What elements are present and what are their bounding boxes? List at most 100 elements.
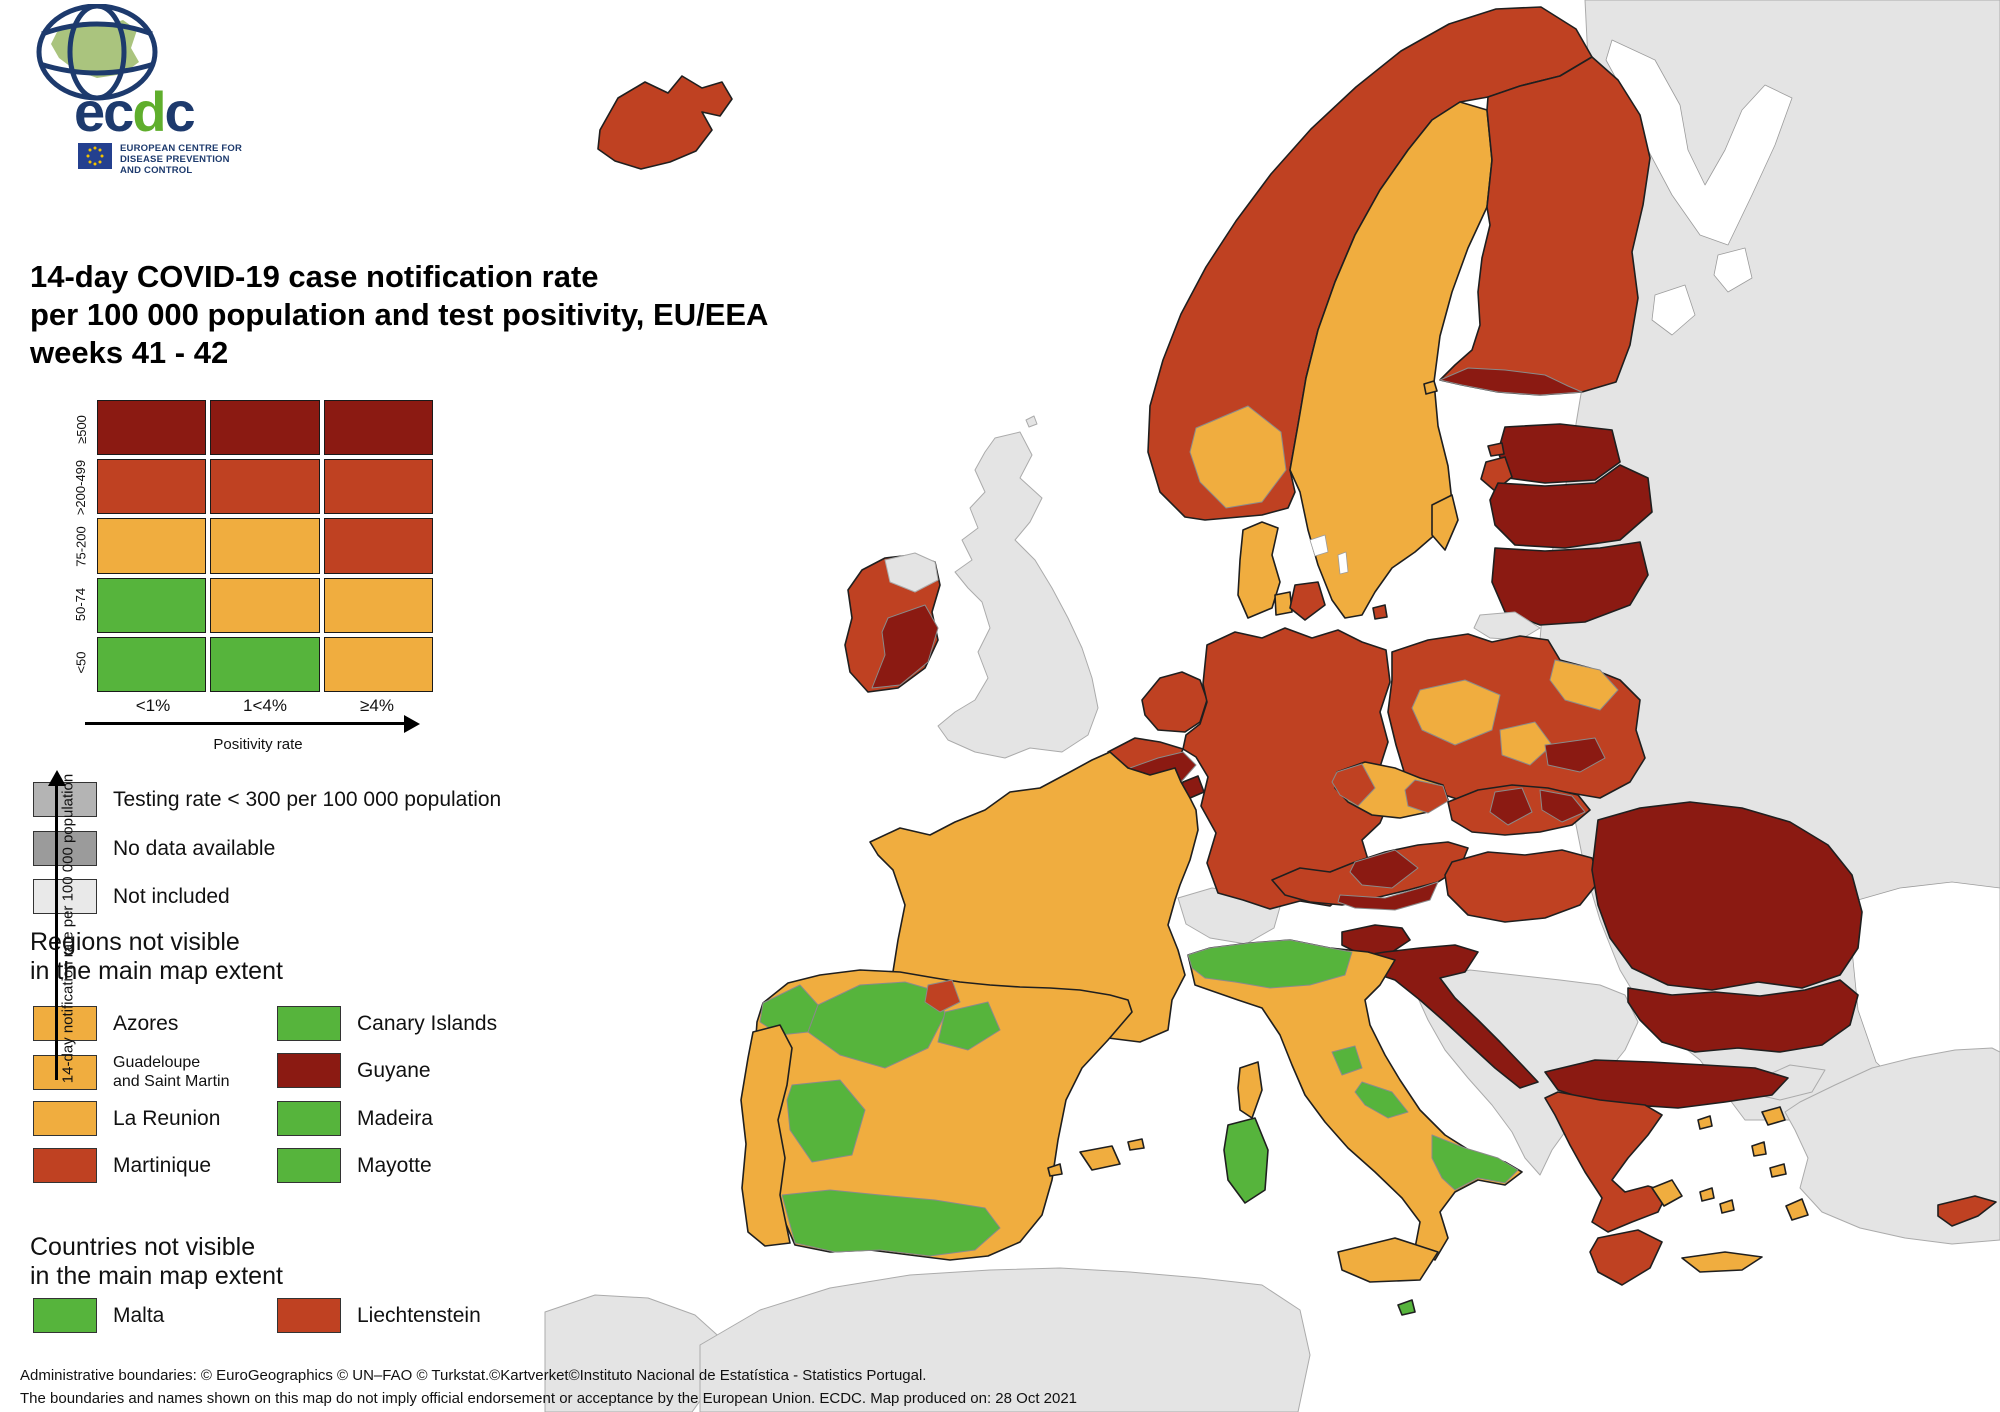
row-label: ≥500 xyxy=(73,414,89,444)
map-region-sicily xyxy=(1337,1237,1439,1283)
map-region-czechia-west xyxy=(1331,763,1376,807)
title-line-1: 14-day COVID-19 case notification rate xyxy=(30,259,599,294)
map-region-bulgaria xyxy=(1627,979,1859,1053)
map-region-turkey xyxy=(1784,1047,2000,1245)
map-region-sardinia xyxy=(1223,1117,1269,1204)
madeira-label: Madeira xyxy=(357,1106,433,1130)
map-region-italy xyxy=(1187,939,1523,1261)
map-region-iceland xyxy=(597,75,733,170)
wordmark-letter: c xyxy=(103,80,134,143)
map-region-hungary xyxy=(1444,849,1601,923)
wordmark-letter: e xyxy=(74,80,105,143)
map-region-mallorca xyxy=(1079,1145,1121,1171)
map-region-portugal xyxy=(740,1024,793,1247)
map-region-cyprus xyxy=(1937,1195,1997,1227)
matrix-cell xyxy=(323,636,433,692)
canary-islands-label: Canary Islands xyxy=(357,1011,498,1035)
map-region-limnos xyxy=(1697,1115,1713,1130)
org-line: DISEASE PREVENTION xyxy=(120,154,230,165)
map-region-attica xyxy=(1651,1179,1683,1207)
countries-not-visible-heading: Countries not visible in the main map ex… xyxy=(30,1233,283,1291)
legend-guadeloupe: Guadeloupe and Saint Martin xyxy=(33,1053,230,1091)
matrix-cell xyxy=(210,400,320,456)
y-axis-arrowhead xyxy=(48,770,66,786)
map-region-ibiza xyxy=(1047,1163,1063,1177)
map-region-moravia xyxy=(1404,779,1449,814)
map-region-latvia xyxy=(1489,464,1653,549)
map-title: 14-day COVID-19 case notification rate p… xyxy=(30,258,768,372)
matrix-cell xyxy=(97,577,207,633)
map-region-lithuania xyxy=(1491,541,1649,626)
map-region-crete xyxy=(1681,1251,1763,1273)
mayotte-swatch xyxy=(277,1148,341,1183)
matrix-cell xyxy=(323,577,433,633)
map-region-poland-west xyxy=(1411,679,1501,746)
countries-heading-line1: Countries not visible xyxy=(30,1233,256,1261)
map-region-cyclades-b xyxy=(1719,1199,1735,1214)
mayotte-label: Mayotte xyxy=(357,1153,432,1177)
map-region-malta xyxy=(1397,1299,1416,1316)
map-region-slovenia xyxy=(1341,924,1411,956)
x-axis-label: Positivity rate xyxy=(213,736,303,753)
lake-onega xyxy=(1713,247,1753,293)
ecdc-globe-icon xyxy=(36,4,158,101)
matrix-cell xyxy=(210,636,320,692)
martinique-swatch xyxy=(33,1148,97,1183)
map-region-shetland xyxy=(1025,415,1038,428)
ecdc-logo: ecdc EUROPEAN CENTRE FOR DISEASE PREVENT… xyxy=(0,0,320,200)
map-region-estonia xyxy=(1497,423,1621,484)
footer-line-2: The boundaries and names shown on this m… xyxy=(20,1390,1078,1407)
liechtenstein-swatch xyxy=(277,1298,341,1333)
legend-liechtenstein: Liechtenstein xyxy=(277,1298,481,1333)
y-axis-label: 14-day notification rate per 100 000 pop… xyxy=(59,773,77,1084)
guadeloupe-label: Guadeloupe and Saint Martin xyxy=(113,1053,230,1091)
col-label: <1% xyxy=(135,696,171,715)
black-sea xyxy=(1851,881,2000,1101)
legend-guyane: Guyane xyxy=(277,1053,431,1088)
map-region-slovakia-east xyxy=(1539,789,1586,823)
matrix-cell xyxy=(210,459,320,515)
wordmark-letter: c xyxy=(164,80,196,143)
map-region-lesbos xyxy=(1761,1106,1786,1126)
la-reunion-swatch xyxy=(33,1101,97,1136)
map-region-slovakia-central xyxy=(1489,787,1533,826)
liechtenstein-label: Liechtenstein xyxy=(357,1303,481,1327)
ecdc-wordmark: ecdc xyxy=(74,84,196,140)
row-label: >200-499 xyxy=(73,459,89,516)
map-region-norway-inland xyxy=(1189,405,1287,509)
matrix-cell xyxy=(323,459,433,515)
title-line-3: weeks 41 - 42 xyxy=(30,335,229,370)
map-region-croatia xyxy=(1347,944,1539,1089)
map-region-northern-ireland xyxy=(884,552,939,593)
map-region-romania xyxy=(1591,801,1863,991)
matrix-cell xyxy=(210,577,320,633)
regions-heading-line1: Regions not visible xyxy=(30,928,240,956)
legend-la-reunion: La Reunion xyxy=(33,1101,220,1136)
y-axis-arrow xyxy=(55,784,58,1080)
legend-matrix-grid xyxy=(97,400,433,692)
regions-heading-line2: in the main map extent xyxy=(30,957,283,985)
legend-testing-rate: Testing rate < 300 per 100 000 populatio… xyxy=(33,782,501,817)
madeira-swatch xyxy=(277,1101,341,1136)
map-region-italy-north xyxy=(1187,939,1353,989)
org-line: EUROPEAN CENTRE FOR xyxy=(120,143,243,154)
footer-notes: Administrative boundaries: © EuroGeograp… xyxy=(20,1364,1077,1410)
legend-canary-islands: Canary Islands xyxy=(277,1006,497,1041)
guyane-label: Guyane xyxy=(357,1058,431,1082)
map-region-abruzzo-molise xyxy=(1354,1081,1409,1119)
lake-vanern xyxy=(1309,534,1329,557)
map-region-austria-carinthia xyxy=(1337,881,1439,911)
bivariate-legend: 14-day notification rate per 100 000 pop… xyxy=(0,380,470,1083)
map-region-umbria xyxy=(1331,1045,1363,1076)
map-region-basque-country xyxy=(924,979,961,1013)
matrix-cell xyxy=(97,400,207,456)
footer-line-1: Administrative boundaries: © EuroGeograp… xyxy=(20,1367,927,1384)
martinique-label: Martinique xyxy=(113,1153,212,1177)
legend-madeira: Madeira xyxy=(277,1101,433,1136)
not-included-label: Not included xyxy=(113,884,230,908)
map-region-poland-northeast xyxy=(1549,659,1619,711)
legend-not-included: Not included xyxy=(33,879,230,914)
canary-islands-swatch xyxy=(277,1006,341,1041)
azores-swatch xyxy=(33,1006,97,1041)
